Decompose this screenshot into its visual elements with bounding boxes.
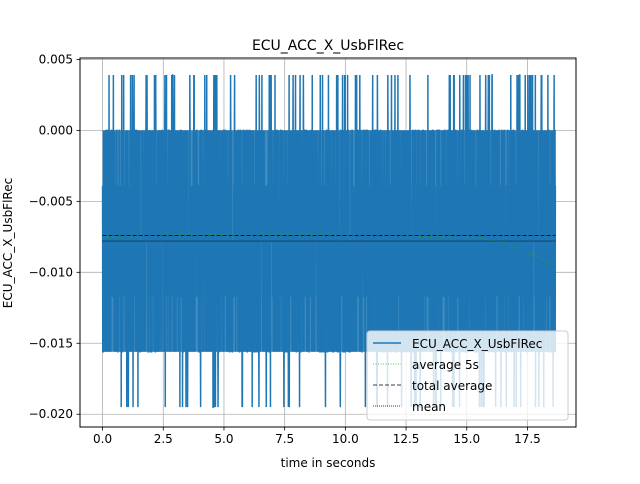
overlay-series (102, 233, 556, 266)
plot-frame (79, 57, 577, 428)
legend-label-total-average: total average (412, 379, 492, 393)
x-tick-label: 15.0 (453, 432, 480, 446)
y-tick-label: −0.010 (29, 265, 73, 279)
x-tick-label: 12.5 (393, 432, 420, 446)
legend-label-signal: ECU_ACC_X_UsbFlRec (412, 337, 542, 351)
y-tick-label: −0.020 (29, 407, 73, 421)
legend-box (366, 330, 569, 421)
x-tick-label: 0.0 (93, 432, 112, 446)
x-tick-label: 10.0 (332, 432, 359, 446)
chart-title: ECU_ACC_X_UsbFlRec (252, 38, 404, 54)
series-average-5s-line (102, 233, 556, 266)
legend-label-mean: mean (412, 400, 446, 414)
y-axis-label: ECU_ACC_X_UsbFlRec (1, 178, 15, 308)
y-tick-label: −0.005 (29, 194, 73, 208)
y-tick-label: 0.005 (39, 52, 73, 66)
x-axis-label: time in seconds (281, 456, 376, 470)
x-tick-label: 2.5 (154, 432, 173, 446)
x-tick-label: 7.5 (275, 432, 294, 446)
y-axis: −0.020 −0.015 −0.010 −0.005 0.000 0.005 (29, 52, 80, 421)
legend: ECU_ACC_X_UsbFlRec average 5s total aver… (366, 330, 569, 421)
x-tick-label: 17.5 (514, 432, 541, 446)
x-tick-label: 5.0 (214, 432, 233, 446)
x-axis: 0.0 2.5 5.0 7.5 10.0 12.5 15.0 17.5 (93, 427, 541, 446)
legend-label-average-5s: average 5s (412, 358, 479, 372)
y-tick-label: 0.000 (39, 123, 73, 137)
y-tick-label: −0.015 (29, 336, 73, 350)
